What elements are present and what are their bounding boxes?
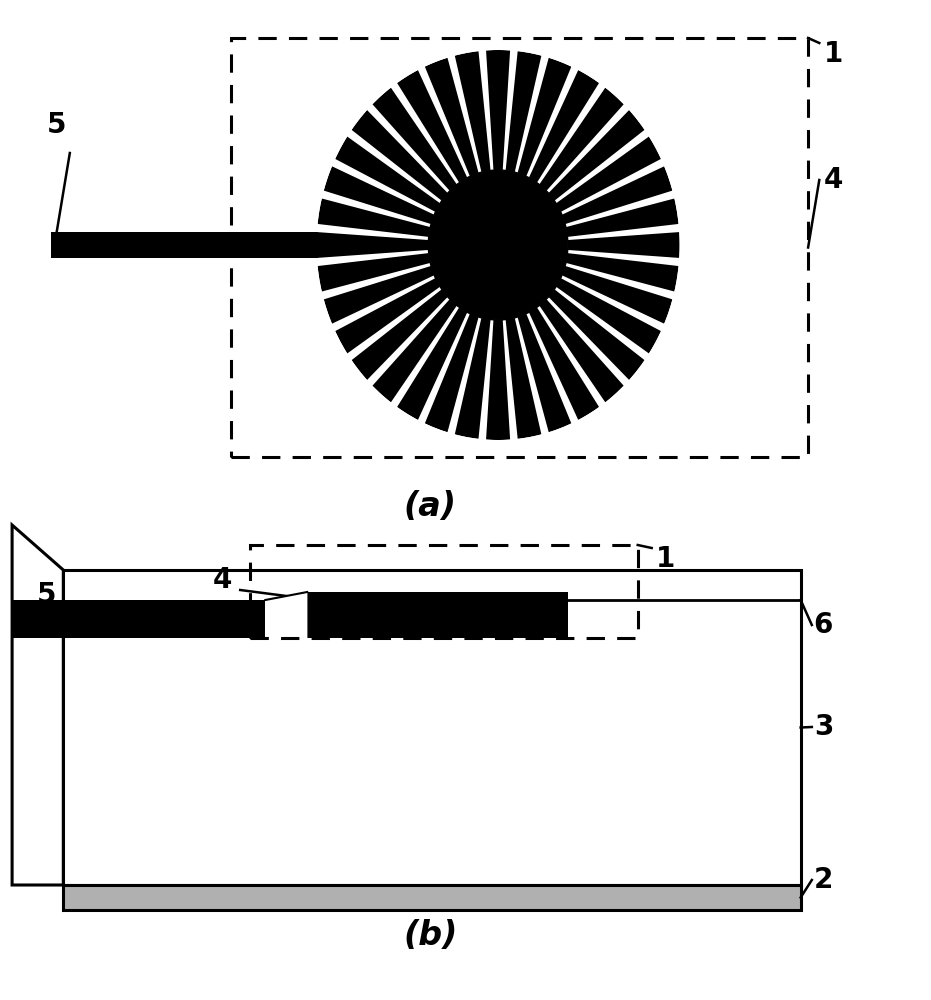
Text: 1: 1 — [824, 40, 843, 68]
Text: 5: 5 — [37, 581, 57, 609]
Bar — [307, 592, 568, 638]
Text: 5: 5 — [47, 111, 66, 139]
Bar — [12, 600, 265, 638]
Polygon shape — [529, 307, 599, 420]
Bar — [63, 600, 265, 638]
Polygon shape — [372, 88, 457, 191]
Polygon shape — [324, 266, 434, 324]
Polygon shape — [324, 166, 434, 224]
Polygon shape — [556, 278, 661, 353]
Polygon shape — [518, 58, 572, 176]
Polygon shape — [486, 50, 510, 170]
Polygon shape — [566, 198, 679, 237]
Polygon shape — [317, 198, 430, 237]
Polygon shape — [398, 307, 467, 420]
Polygon shape — [265, 592, 307, 638]
Polygon shape — [425, 58, 479, 176]
Polygon shape — [562, 266, 672, 324]
Bar — [63, 885, 801, 910]
Polygon shape — [548, 110, 644, 201]
Polygon shape — [335, 278, 440, 353]
Bar — [51, 232, 318, 258]
Polygon shape — [506, 51, 542, 172]
Polygon shape — [265, 592, 307, 638]
Polygon shape — [568, 232, 680, 258]
Polygon shape — [556, 137, 661, 212]
Polygon shape — [539, 88, 624, 191]
Polygon shape — [518, 314, 572, 432]
Polygon shape — [425, 314, 479, 432]
Bar — [63, 570, 801, 885]
Polygon shape — [454, 51, 491, 172]
Polygon shape — [372, 299, 457, 402]
Text: 4: 4 — [212, 566, 232, 594]
Text: 2: 2 — [814, 866, 833, 894]
Bar — [265, 600, 307, 638]
Polygon shape — [548, 289, 644, 380]
Polygon shape — [566, 253, 679, 292]
Text: 4: 4 — [824, 166, 843, 194]
Bar — [231, 38, 808, 457]
Text: 6: 6 — [814, 611, 833, 639]
Circle shape — [428, 170, 568, 320]
Polygon shape — [352, 289, 448, 380]
Polygon shape — [352, 110, 448, 201]
Polygon shape — [454, 318, 491, 439]
Circle shape — [312, 45, 684, 445]
Text: (a): (a) — [404, 490, 456, 523]
Polygon shape — [539, 299, 624, 402]
Polygon shape — [529, 70, 599, 183]
Polygon shape — [12, 525, 63, 885]
Bar — [250, 545, 638, 638]
Polygon shape — [562, 166, 672, 224]
Polygon shape — [317, 232, 428, 258]
Polygon shape — [486, 320, 510, 440]
Polygon shape — [335, 137, 440, 212]
Polygon shape — [398, 70, 467, 183]
Text: 1: 1 — [656, 545, 676, 573]
Text: (b): (b) — [403, 919, 457, 952]
Polygon shape — [317, 253, 430, 292]
Text: 3: 3 — [814, 713, 833, 741]
Polygon shape — [506, 318, 542, 439]
